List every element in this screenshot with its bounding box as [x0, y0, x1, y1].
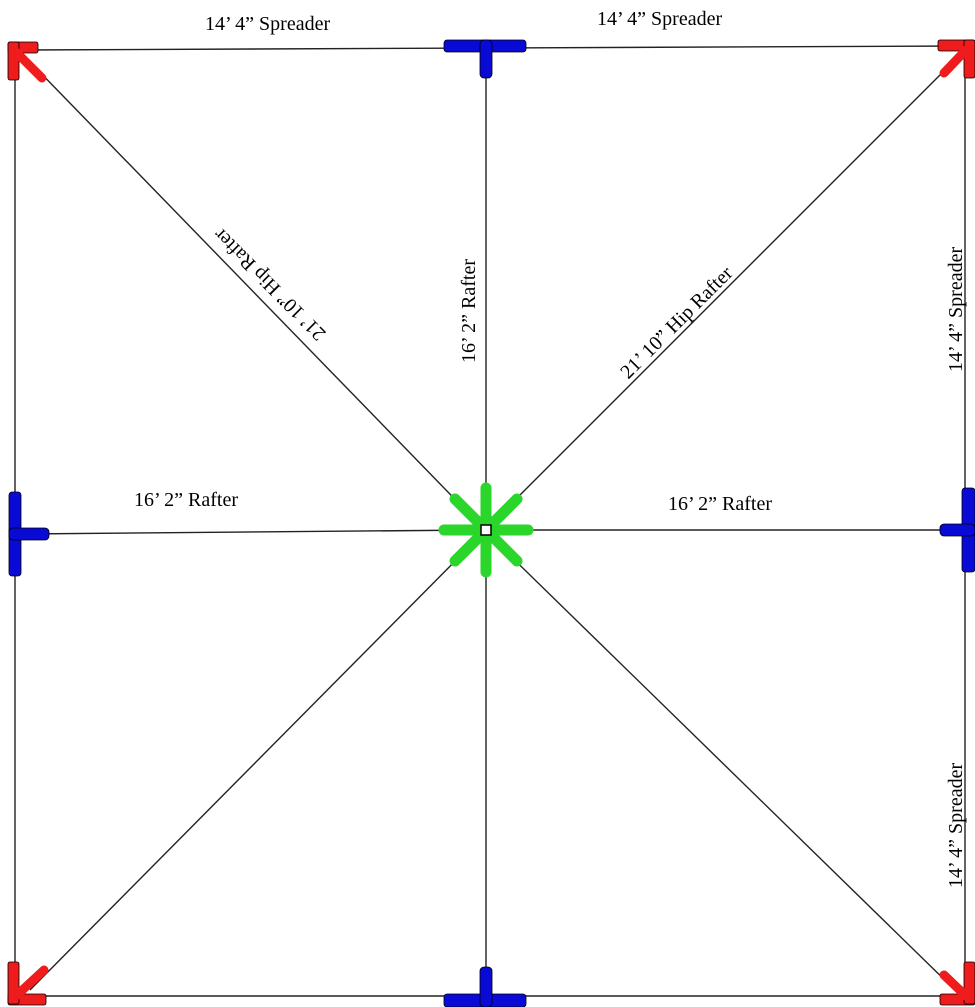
label-right-upper-spreader: 14’ 4” Spreader — [945, 247, 967, 372]
hip-rafter-sw-line — [29, 535, 481, 991]
dimension-labels: 14’ 4” Spreader 14’ 4” Spreader 14’ 4” S… — [134, 8, 967, 888]
hip-rafter-nw-line — [29, 61, 481, 526]
label-rafter-east: 16’ 2” Rafter — [668, 493, 772, 515]
rafters — [21, 59, 958, 991]
corner-connector-bottom-left — [7, 961, 49, 1006]
label-hip-rafter-nw: 21’ 10” Hip Rafter — [209, 224, 330, 345]
label-rafter-west: 16’ 2” Rafter — [134, 489, 238, 511]
corner-connectors — [7, 39, 975, 1006]
hip-rafter-se-line — [489, 535, 956, 991]
rafter-west-line — [21, 529, 481, 535]
center-hub-connector — [438, 482, 534, 578]
t-connector-bottom — [443, 966, 527, 1007]
t-connector-left — [8, 491, 50, 577]
corner-connector-top-left — [7, 41, 47, 83]
label-top-left-spreader: 14’ 4” Spreader — [205, 13, 330, 35]
label-hip-rafter-ne: 21’ 10” Hip Rafter — [616, 262, 737, 383]
label-rafter-north: 16’ 2” Rafter — [458, 259, 480, 363]
label-top-right-spreader: 14’ 4” Spreader — [597, 8, 722, 30]
corner-connector-bottom-right — [939, 961, 975, 1006]
t-connectors — [8, 39, 975, 1007]
t-connector-right — [939, 487, 975, 573]
t-connector-top — [443, 39, 527, 79]
corner-connector-top-right — [937, 39, 975, 79]
label-right-lower-spreader: 14’ 4” Spreader — [945, 763, 967, 888]
hip-rafter-ne-line — [489, 59, 956, 526]
